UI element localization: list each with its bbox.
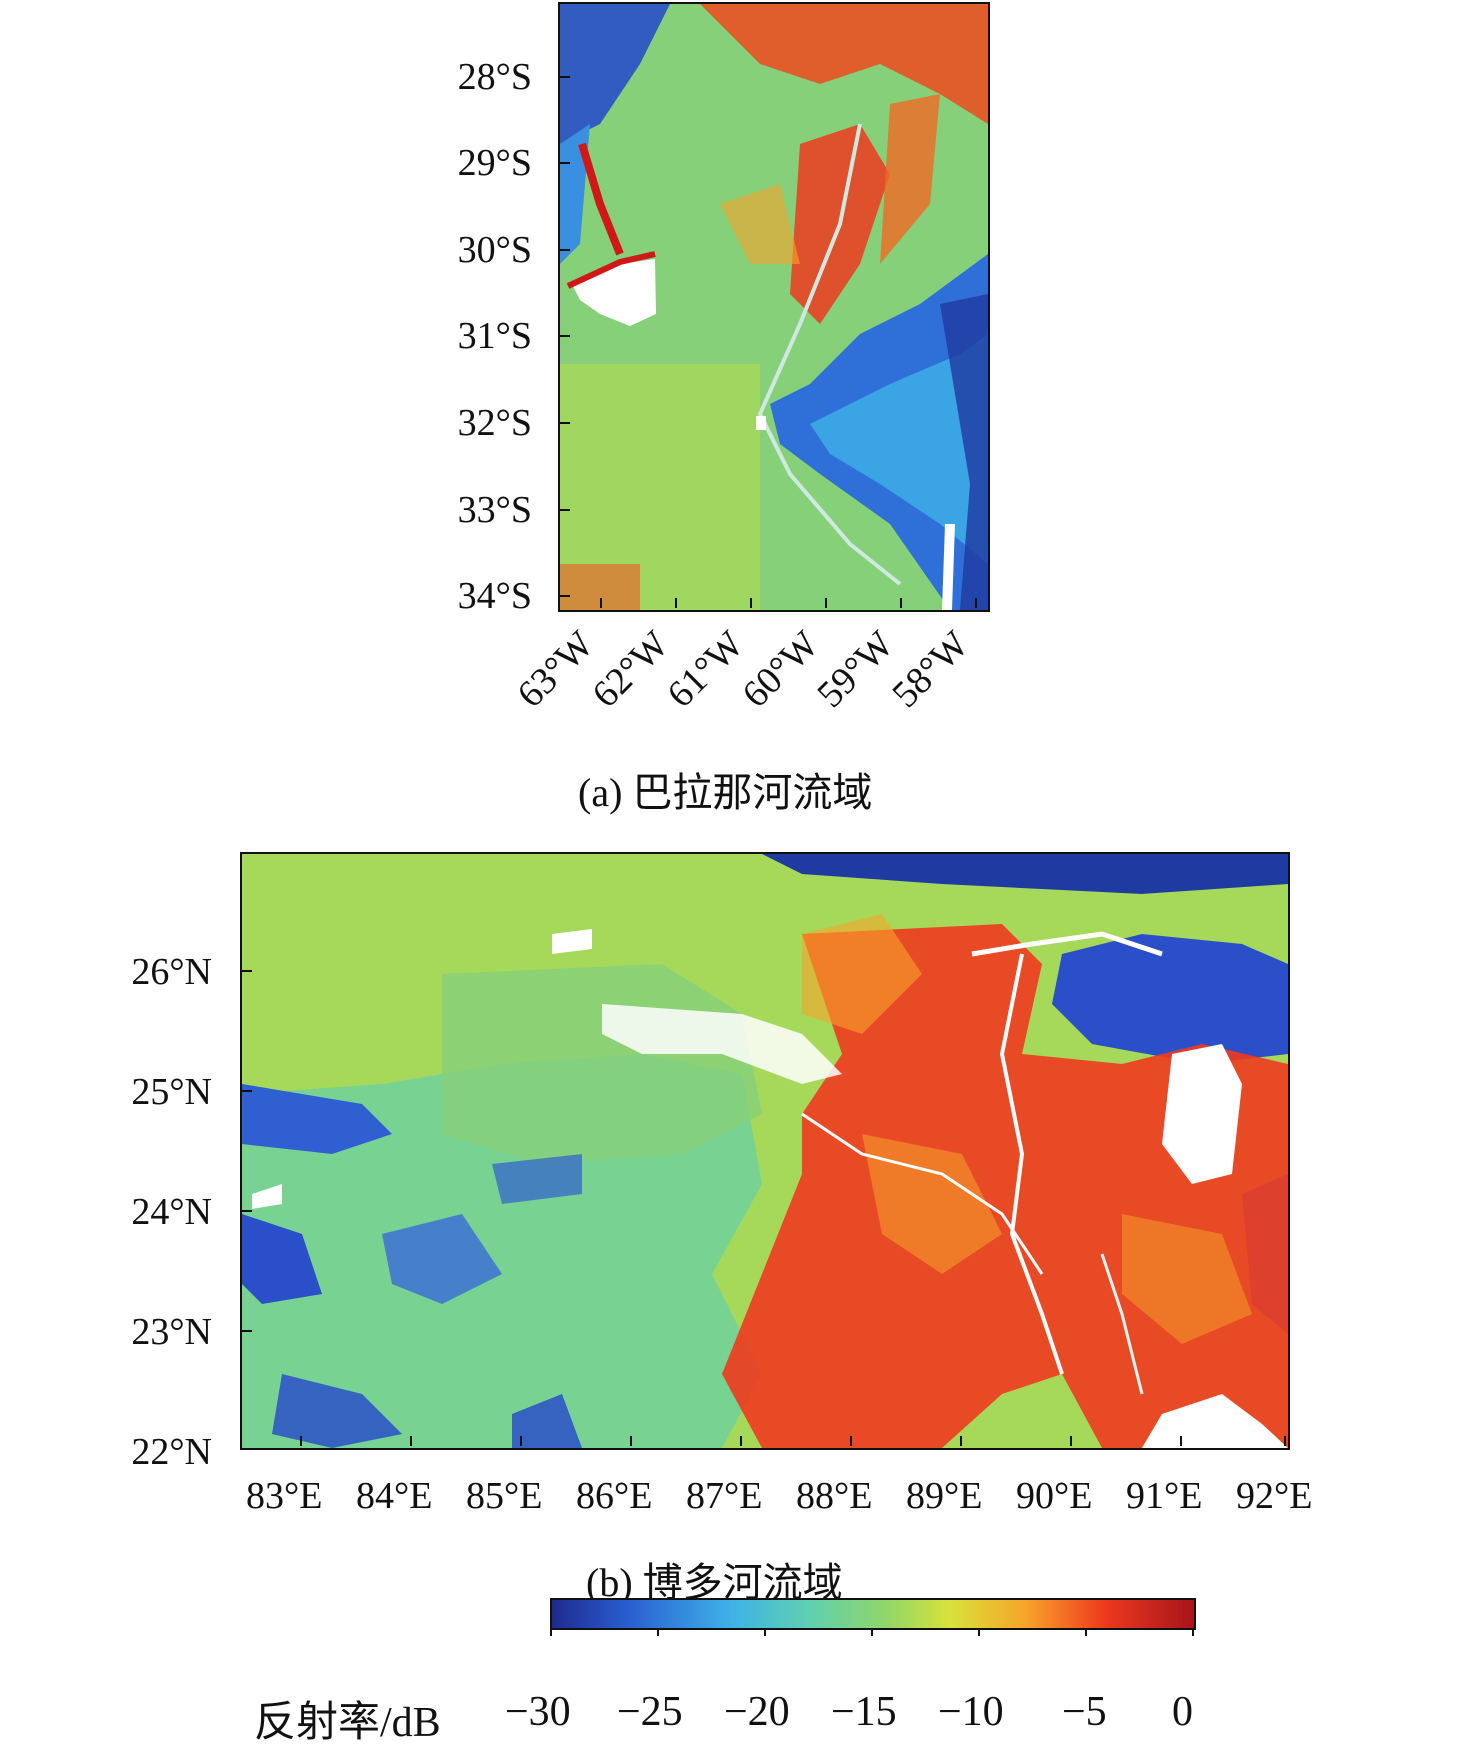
- lat-tick-label: 28°S: [457, 56, 532, 98]
- lon-tick-label: 61°W: [659, 623, 752, 716]
- lat-tick-label: 24°N: [131, 1191, 212, 1233]
- lon-tick-label: 84°E: [356, 1475, 433, 1517]
- map-panel-parana: [558, 2, 990, 612]
- lon-tick-label: 89°E: [906, 1475, 983, 1517]
- reflectivity-map-parana: [560, 4, 988, 610]
- colorbar-tick-label: −30: [505, 1689, 571, 1735]
- lon-tick-label: 59°W: [809, 623, 902, 716]
- lat-tick-label: 34°S: [457, 575, 532, 617]
- colorbar-title: 反射率/dB: [254, 1700, 441, 1746]
- caption-parana: (a) 巴拉那河流域: [578, 770, 873, 815]
- lon-tick-label: 58°W: [884, 623, 977, 716]
- lon-tick-label: 85°E: [466, 1475, 543, 1517]
- lon-tick-label: 83°E: [246, 1475, 323, 1517]
- lon-tick-label: 88°E: [796, 1475, 873, 1517]
- lon-tick-label: 92°E: [1236, 1475, 1313, 1517]
- colorbar-tick-label: −10: [938, 1689, 1004, 1735]
- lat-tick-label: 26°N: [131, 951, 212, 993]
- colorbar-tick-label: 0: [1172, 1689, 1193, 1735]
- lon-tick-label: 62°W: [584, 623, 677, 716]
- lon-tick-label: 86°E: [576, 1475, 653, 1517]
- colorbar-tick-label: −20: [724, 1689, 790, 1735]
- lon-tick-label: 90°E: [1016, 1475, 1093, 1517]
- colorbar-tick-label: −25: [617, 1689, 683, 1735]
- reflectivity-map-padma: [242, 854, 1288, 1448]
- colorbar-tick-label: −15: [831, 1689, 897, 1735]
- lat-tick-label: 33°S: [457, 489, 532, 531]
- lat-tick-label: 32°S: [457, 402, 532, 444]
- caption-padma: (b) 博多河流域: [586, 1560, 843, 1605]
- map-panel-padma: [240, 852, 1290, 1450]
- lat-tick-label: 25°N: [131, 1071, 212, 1113]
- lat-tick-label: 29°S: [457, 142, 532, 184]
- lon-tick-label: 87°E: [686, 1475, 763, 1517]
- lat-tick-label: 31°S: [457, 315, 532, 357]
- lat-tick-label: 22°N: [131, 1431, 212, 1473]
- colorbar: [550, 1598, 1196, 1630]
- lon-tick-label: 91°E: [1126, 1475, 1203, 1517]
- colorbar-tick-label: −5: [1062, 1689, 1107, 1735]
- lon-tick-label: 63°W: [509, 623, 602, 716]
- lat-tick-label: 30°S: [457, 229, 532, 271]
- lon-tick-label: 60°W: [734, 623, 827, 716]
- lat-tick-label: 23°N: [131, 1311, 212, 1353]
